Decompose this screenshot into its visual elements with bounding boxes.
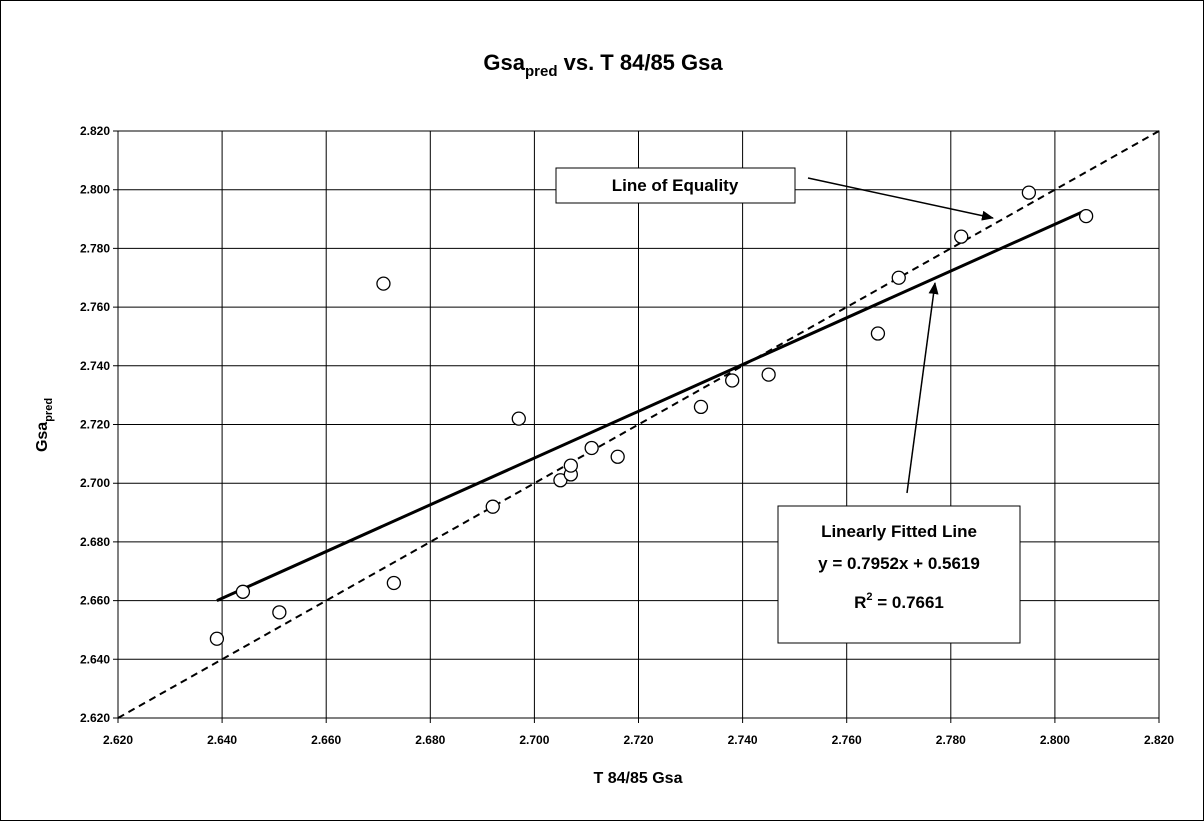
y-tick-label: 2.720 <box>80 418 110 432</box>
chart-title: Gsapred vs. T 84/85 Gsa <box>483 50 723 80</box>
x-tick-label: 2.700 <box>519 733 549 747</box>
fit-line <box>216 208 1087 602</box>
title-part: vs. T 84/85 Gsa <box>558 50 724 75</box>
point <box>386 575 402 591</box>
y-axis-title: Gsapred <box>34 398 55 452</box>
y-tick-label: 2.760 <box>80 300 110 314</box>
y-tick-label: 2.800 <box>80 183 110 197</box>
x-tick-label: 2.620 <box>103 733 133 747</box>
annotation-text: R2 = 0.7661 <box>854 591 944 612</box>
plot-area: 2.620 2.640 2.660 2.680 2.700 2.720 2.740 2.760… <box>80 124 1174 747</box>
x-tick-label: 2.680 <box>415 733 445 747</box>
y-tick-label: 2.680 <box>80 535 110 549</box>
y-tick-label: 2.640 <box>80 652 110 666</box>
annotation-text: y = 0.7952x + 0.5619 <box>818 554 980 573</box>
y-tick-label: 2.660 <box>80 594 110 608</box>
point <box>954 229 969 244</box>
annotation-text: Linearly Fitted Line <box>821 522 977 541</box>
point <box>725 373 740 388</box>
point <box>870 326 886 341</box>
y-title-sub: pred <box>43 398 55 422</box>
y-title-part: Gsa <box>34 422 51 452</box>
point <box>209 631 225 646</box>
annotation-box <box>555 167 796 204</box>
x-axis-title: T 84/85 Gsa <box>594 770 683 787</box>
point <box>610 449 625 464</box>
x-tick-label: 2.760 <box>832 733 862 747</box>
r2-part: R <box>854 593 866 612</box>
x-tick-label: 2.640 <box>207 733 237 747</box>
plot-border <box>117 130 1160 719</box>
arrow <box>807 177 994 221</box>
point <box>693 399 709 415</box>
r2-sup: 2 <box>866 591 872 603</box>
x-tick-label: 2.720 <box>623 733 653 747</box>
point <box>1021 185 1037 200</box>
y-tick-label: 2.620 <box>80 711 110 725</box>
x-tick-label: 2.660 <box>311 733 341 747</box>
point <box>376 276 391 291</box>
point <box>235 584 251 599</box>
x-tick-label: 2.780 <box>936 733 966 747</box>
x-tick-label: 2.740 <box>728 733 758 747</box>
x-tick-label: 2.800 <box>1040 733 1070 747</box>
y-tick-label: 2.740 <box>80 359 110 373</box>
y-tick-label: 2.700 <box>80 476 110 490</box>
y-tick-label: 2.820 <box>80 124 110 138</box>
x-tick-label: 2.820 <box>1144 733 1174 747</box>
point <box>584 440 599 456</box>
point <box>485 499 500 514</box>
y-tick-label: 2.780 <box>80 241 110 255</box>
point <box>511 411 526 426</box>
arrow <box>906 282 939 494</box>
title-sub: pred <box>525 63 558 80</box>
annotations: Line of Equality Linearly Fitted Line y … <box>555 167 1021 644</box>
point <box>761 367 776 382</box>
point <box>1078 208 1094 224</box>
point <box>272 605 287 620</box>
point <box>563 458 578 473</box>
annotation-text: Line of Equality <box>612 176 739 195</box>
title-part: Gsa <box>483 50 525 75</box>
r2-part: = 0.7661 <box>873 593 944 612</box>
annotation-box <box>777 505 1021 644</box>
point <box>891 270 906 285</box>
